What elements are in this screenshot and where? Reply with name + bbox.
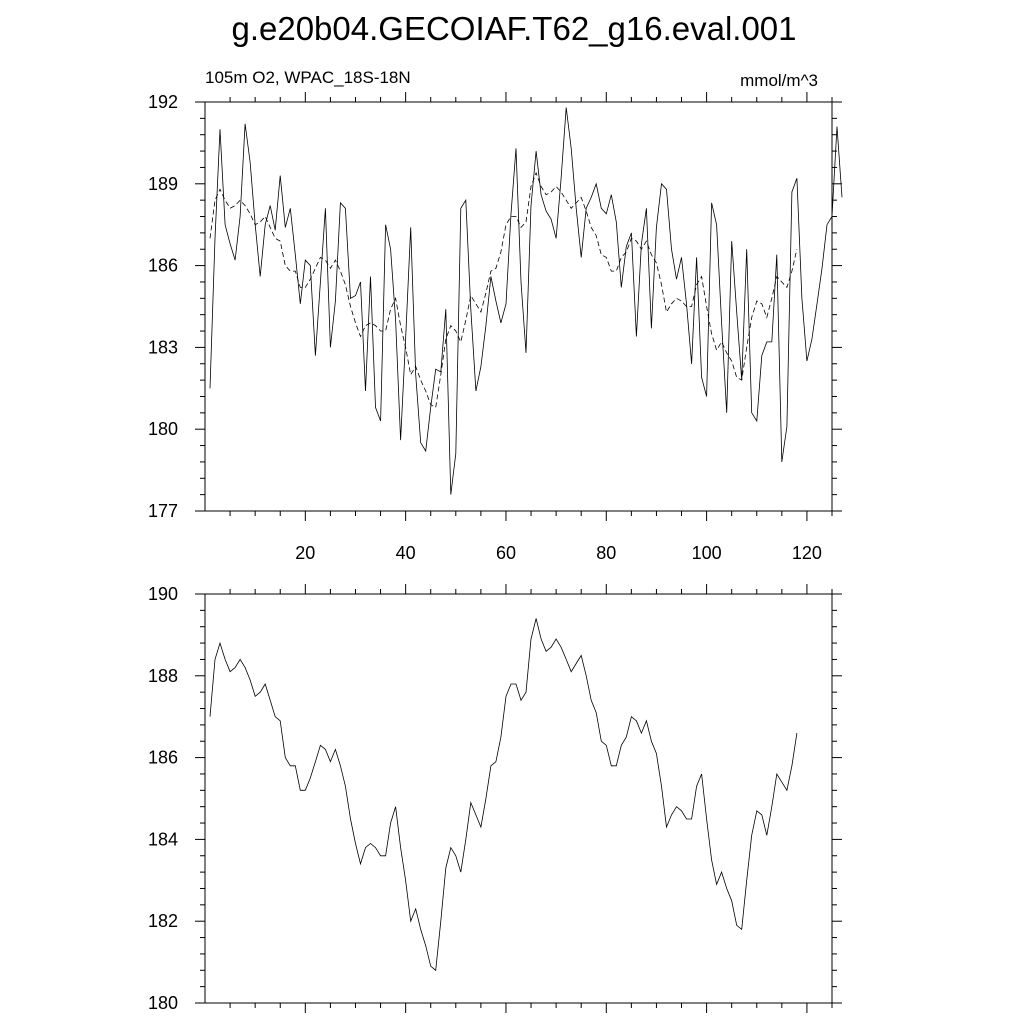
panel1-frame xyxy=(204,101,833,512)
panel1-y-tick-label: 180 xyxy=(148,419,178,439)
panel2-y-tick-label: 180 xyxy=(148,993,178,1013)
panel1-subtitle-right: mmol/m^3 xyxy=(740,71,818,90)
panel1-x-tick-label: 20 xyxy=(295,543,315,563)
panel1-series-solid-line xyxy=(209,107,843,495)
panel1-y-tick-label: 189 xyxy=(148,174,178,194)
panel1-subtitle-left: 105m O2, WPAC_18S-18N xyxy=(205,68,411,87)
panel2-y-tick-label: 190 xyxy=(148,584,178,604)
panel1-x-tick-label: 120 xyxy=(792,543,822,563)
panel2-y-tick-label: 188 xyxy=(148,666,178,686)
panel2-series-solid-line xyxy=(209,618,798,972)
panel1-y-tick-label: 192 xyxy=(148,92,178,112)
panel2-y-tick-label: 184 xyxy=(148,829,178,849)
panel1-x-tick-label: 100 xyxy=(692,543,722,563)
panel1-y-tick-label: 183 xyxy=(148,337,178,357)
panel1-plot-area: 177 180 183 186 189 192 20 40 60 80 100 120 xyxy=(148,92,843,563)
panel1-x-tick-label: 80 xyxy=(596,543,616,563)
panel2-y-tick-label: 182 xyxy=(148,911,178,931)
panel1-series-dashed-line xyxy=(209,171,798,409)
panel2-frame xyxy=(204,593,833,1004)
panel2-plot-area: 180 182 184 186 188 190 xyxy=(148,584,842,1013)
panel1-y-tick-label: 186 xyxy=(148,256,178,276)
chart-title: g.e20b04.GECOIAF.T62_g16.eval.001 xyxy=(231,10,796,47)
panel1-x-tick-label: 60 xyxy=(496,543,516,563)
panel1-y-tick-label: 177 xyxy=(148,501,178,521)
panel2-y-tick-label: 186 xyxy=(148,748,178,768)
panel1-x-tick-label: 40 xyxy=(396,543,416,563)
